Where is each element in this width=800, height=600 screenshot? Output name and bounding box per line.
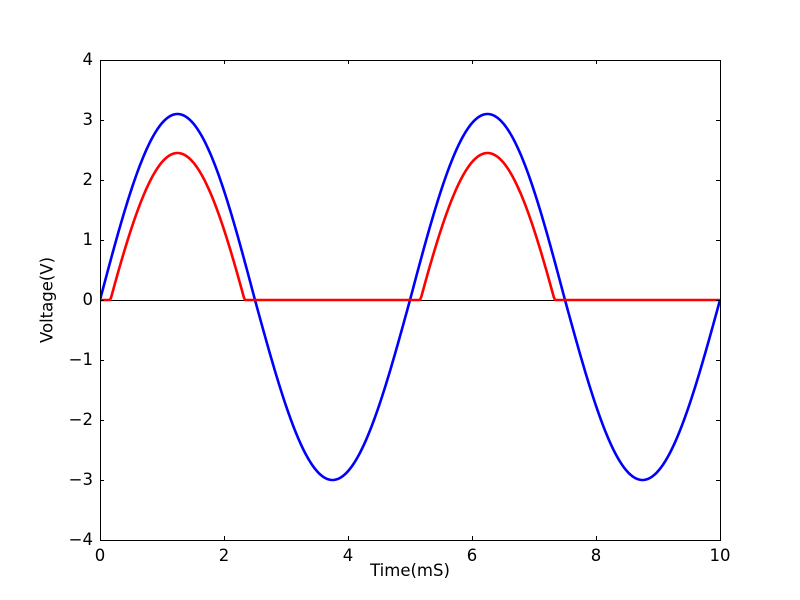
x-tick-label: 4 — [342, 546, 354, 565]
y-tick-label: 1 — [82, 230, 94, 249]
x-axis-label: Time(mS) — [370, 561, 450, 580]
x-tick-label: 6 — [466, 546, 478, 565]
y-tick-label: 4 — [82, 50, 94, 69]
y-tick-label: −1 — [68, 350, 93, 369]
y-tick-label: 0 — [82, 290, 94, 309]
y-tick-label: −2 — [68, 410, 93, 429]
y-tick-label: −4 — [68, 530, 93, 549]
series-input-sine — [100, 112, 720, 482]
y-tick-label: 3 — [82, 110, 94, 129]
y-tick-label: −3 — [68, 470, 93, 489]
x-tick-label: 0 — [94, 546, 106, 565]
x-tick-label: 2 — [218, 546, 230, 565]
y-axis-label: Voltage(V) — [37, 256, 57, 344]
series-rectified-output — [100, 151, 720, 302]
y-tick-label: 2 — [82, 170, 94, 189]
x-tick-label: 10 — [709, 546, 731, 565]
x-tick-label: 8 — [590, 546, 602, 565]
